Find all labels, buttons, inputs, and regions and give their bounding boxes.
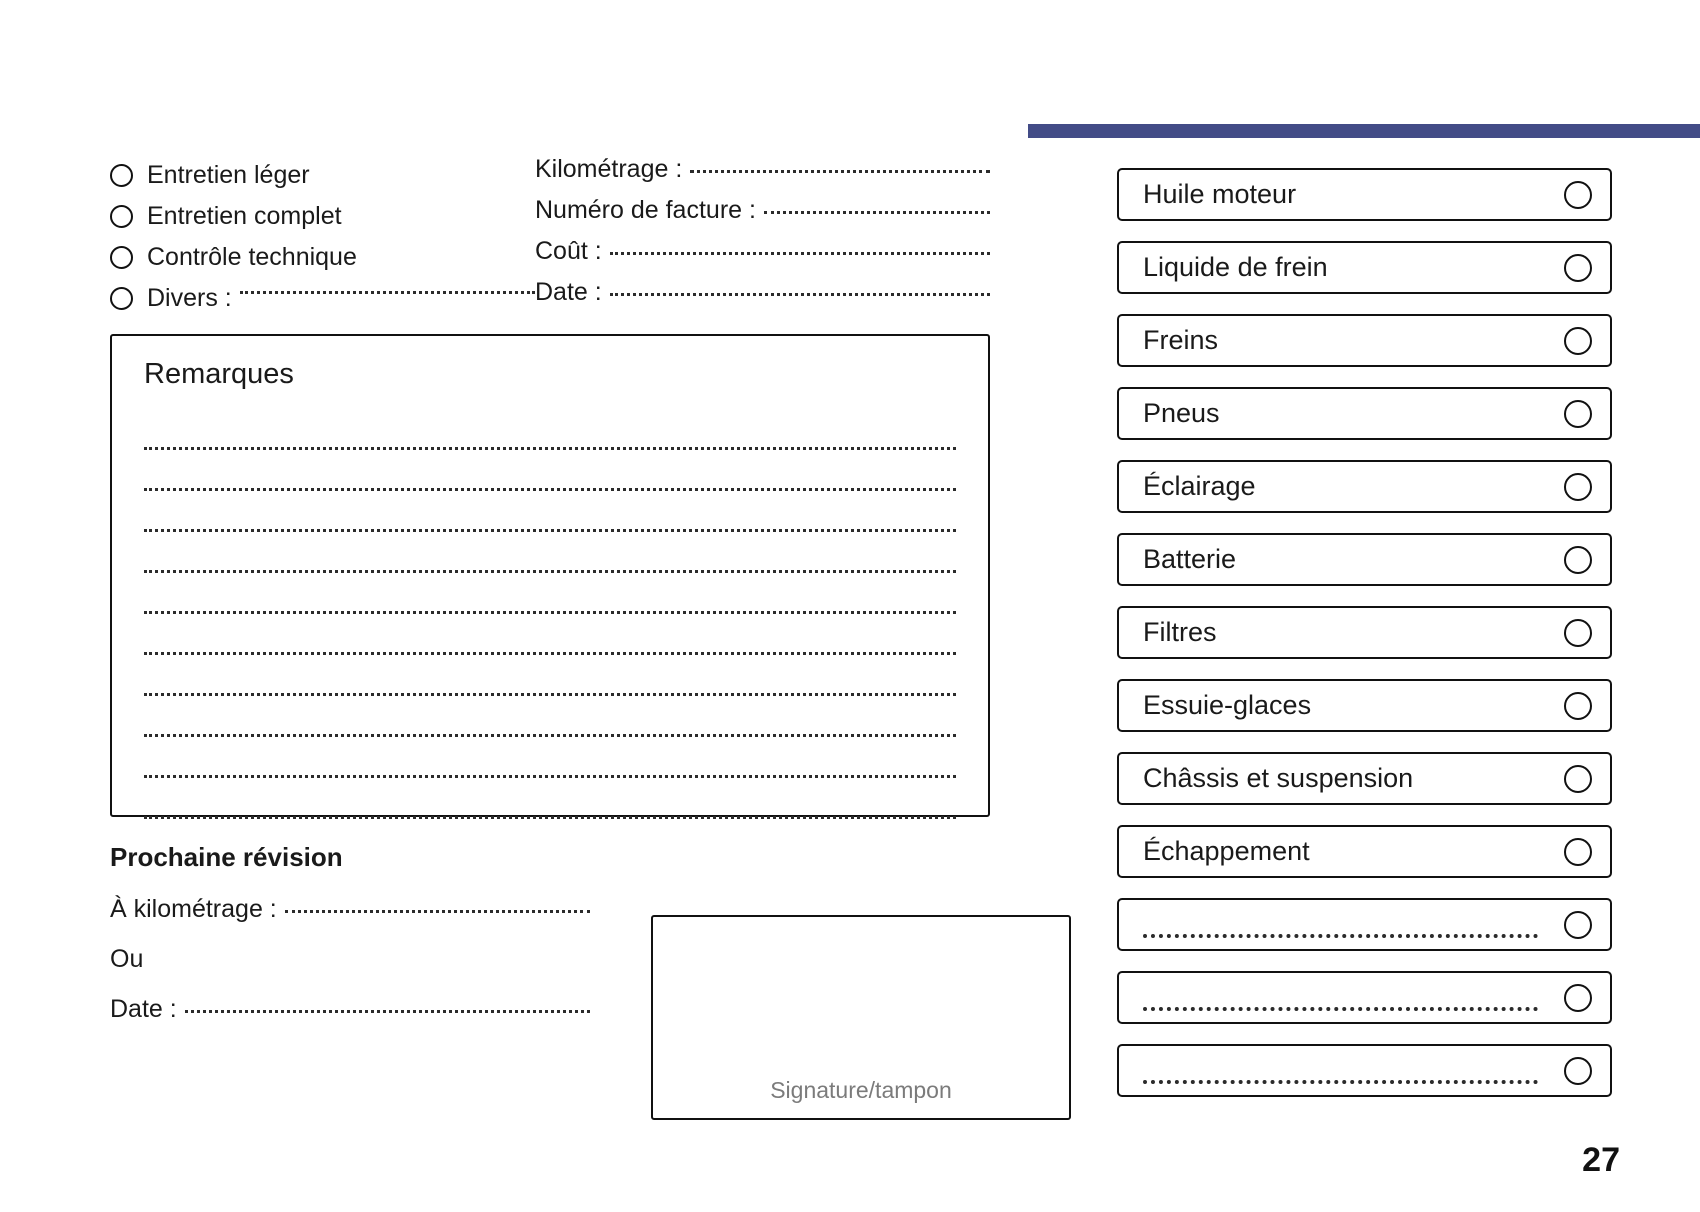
checkbox-circle-icon[interactable] (1564, 910, 1592, 939)
remarks-line[interactable] (144, 491, 956, 532)
invoice-field-fill-line[interactable] (690, 170, 990, 173)
checklist-item-label: Filtres (1143, 617, 1217, 647)
checkbox-circle-icon[interactable] (1564, 472, 1592, 501)
checkbox-circle-icon[interactable] (1564, 1056, 1592, 1085)
checkbox-circle-icon[interactable] (1564, 764, 1592, 793)
invoice-field-row: Kilométrage : (535, 155, 990, 196)
service-type-row[interactable]: Divers : (110, 278, 535, 319)
remarks-line[interactable] (144, 409, 956, 450)
invoice-field-label: Coût : (535, 237, 602, 265)
next-service-or-label: Ou (110, 945, 144, 973)
checkbox-circle-icon[interactable] (1564, 983, 1592, 1012)
inspection-checklist: Huile moteur Liquide de frein Freins Pne… (1117, 168, 1612, 1117)
checklist-item-pneus[interactable]: Pneus (1117, 387, 1612, 440)
page-number: 27 (1582, 1141, 1620, 1179)
remarks-box: Remarques (110, 334, 990, 819)
checklist-item-label: Pneus (1143, 398, 1220, 428)
signature-box[interactable]: Signature/tampon (651, 915, 1071, 1120)
invoice-field-row: Date : (535, 278, 990, 319)
next-service-title: Prochaine révision (110, 842, 343, 872)
checklist-item-label: Batterie (1143, 544, 1237, 574)
checklist-item-label: Freins (1143, 325, 1219, 355)
service-type-list: Entretien léger Entretien complet Contrô… (110, 155, 535, 319)
divers-fill-line[interactable] (239, 291, 535, 294)
checkbox-circle-icon[interactable] (1564, 399, 1592, 428)
checkbox-circle-icon[interactable] (1564, 837, 1592, 866)
remarks-line[interactable] (144, 614, 956, 655)
checklist-item-liquide-de-frein[interactable]: Liquide de frein (1117, 241, 1612, 294)
next-service-date-fill-line[interactable] (184, 1010, 590, 1013)
checklist-item-blank[interactable] (1117, 898, 1612, 951)
next-service-section: Prochaine révision À kilométrage : Ou Da… (110, 842, 590, 1045)
next-service-mileage-fill-line[interactable] (284, 910, 590, 913)
remarks-line[interactable] (144, 450, 956, 491)
next-service-mileage-row: À kilométrage : (110, 895, 590, 936)
service-type-row[interactable]: Entretien complet (110, 196, 535, 237)
service-type-label: Entretien léger (147, 161, 310, 189)
checklist-item-chassis-et-suspension[interactable]: Châssis et suspension (1117, 752, 1612, 805)
invoice-field-label: Date : (535, 278, 602, 306)
invoice-field-row: Coût : (535, 237, 990, 278)
invoice-field-fill-line[interactable] (609, 293, 990, 296)
checkbox-circle-icon[interactable] (1564, 545, 1592, 574)
checkbox-circle-icon[interactable] (1564, 691, 1592, 720)
invoice-field-label: Numéro de facture : (535, 196, 756, 224)
checklist-item-label: Châssis et suspension (1143, 763, 1414, 793)
invoice-field-fill-line[interactable] (763, 211, 990, 214)
checklist-item-label: Liquide de frein (1143, 252, 1328, 282)
checklist-item-eclairage[interactable]: Éclairage (1117, 460, 1612, 513)
radio-circle-icon[interactable] (110, 287, 133, 310)
checklist-item-label: Échappement (1143, 836, 1310, 866)
remarks-line[interactable] (144, 532, 956, 573)
service-type-label: Divers : (147, 284, 232, 312)
checklist-item-essuie-glaces[interactable]: Essuie-glaces (1117, 679, 1612, 732)
radio-circle-icon[interactable] (110, 164, 133, 187)
remarks-line[interactable] (144, 573, 956, 614)
next-service-date-label: Date : (110, 995, 177, 1023)
checkbox-circle-icon[interactable] (1564, 326, 1592, 355)
checklist-item-huile-moteur[interactable]: Huile moteur (1117, 168, 1612, 221)
checklist-item-blank[interactable] (1117, 971, 1612, 1024)
invoice-field-row: Numéro de facture : (535, 196, 990, 237)
service-entry-section: Entretien léger Entretien complet Contrô… (110, 155, 990, 319)
service-type-label: Entretien complet (147, 202, 342, 230)
checkbox-circle-icon[interactable] (1564, 253, 1592, 282)
service-type-and-invoice-grid: Entretien léger Entretien complet Contrô… (110, 155, 990, 319)
next-service-mileage-label: À kilométrage : (110, 895, 277, 923)
remarks-line[interactable] (144, 696, 956, 737)
checklist-item-echappement[interactable]: Échappement (1117, 825, 1612, 878)
invoice-field-list: Kilométrage : Numéro de facture : Coût :… (535, 155, 990, 319)
checkbox-circle-icon[interactable] (1564, 180, 1592, 209)
next-service-date-row: Date : (110, 995, 590, 1036)
checklist-item-fill-line[interactable] (1143, 1079, 1538, 1084)
invoice-field-fill-line[interactable] (609, 252, 990, 255)
checklist-item-label: Éclairage (1143, 471, 1256, 501)
next-service-or-row: Ou (110, 945, 590, 986)
checklist-item-batterie[interactable]: Batterie (1117, 533, 1612, 586)
service-type-row[interactable]: Contrôle technique (110, 237, 535, 278)
service-type-row[interactable]: Entretien léger (110, 155, 535, 196)
checkbox-circle-icon[interactable] (1564, 618, 1592, 647)
radio-circle-icon[interactable] (110, 246, 133, 269)
checklist-item-label: Essuie-glaces (1143, 690, 1312, 720)
header-accent-bar (1028, 124, 1700, 138)
remarks-title: Remarques (144, 358, 294, 390)
remarks-line[interactable] (144, 737, 956, 778)
checklist-item-blank[interactable] (1117, 1044, 1612, 1097)
invoice-field-label: Kilométrage : (535, 155, 683, 183)
signature-label: Signature/tampon (770, 1077, 952, 1103)
remarks-line[interactable] (144, 655, 956, 696)
checklist-item-freins[interactable]: Freins (1117, 314, 1612, 367)
checklist-item-fill-line[interactable] (1143, 933, 1538, 938)
radio-circle-icon[interactable] (110, 205, 133, 228)
checklist-item-label: Huile moteur (1143, 179, 1297, 209)
checklist-item-filtres[interactable]: Filtres (1117, 606, 1612, 659)
service-type-label: Contrôle technique (147, 243, 357, 271)
checklist-item-fill-line[interactable] (1143, 1006, 1538, 1011)
remarks-line[interactable] (144, 778, 956, 819)
